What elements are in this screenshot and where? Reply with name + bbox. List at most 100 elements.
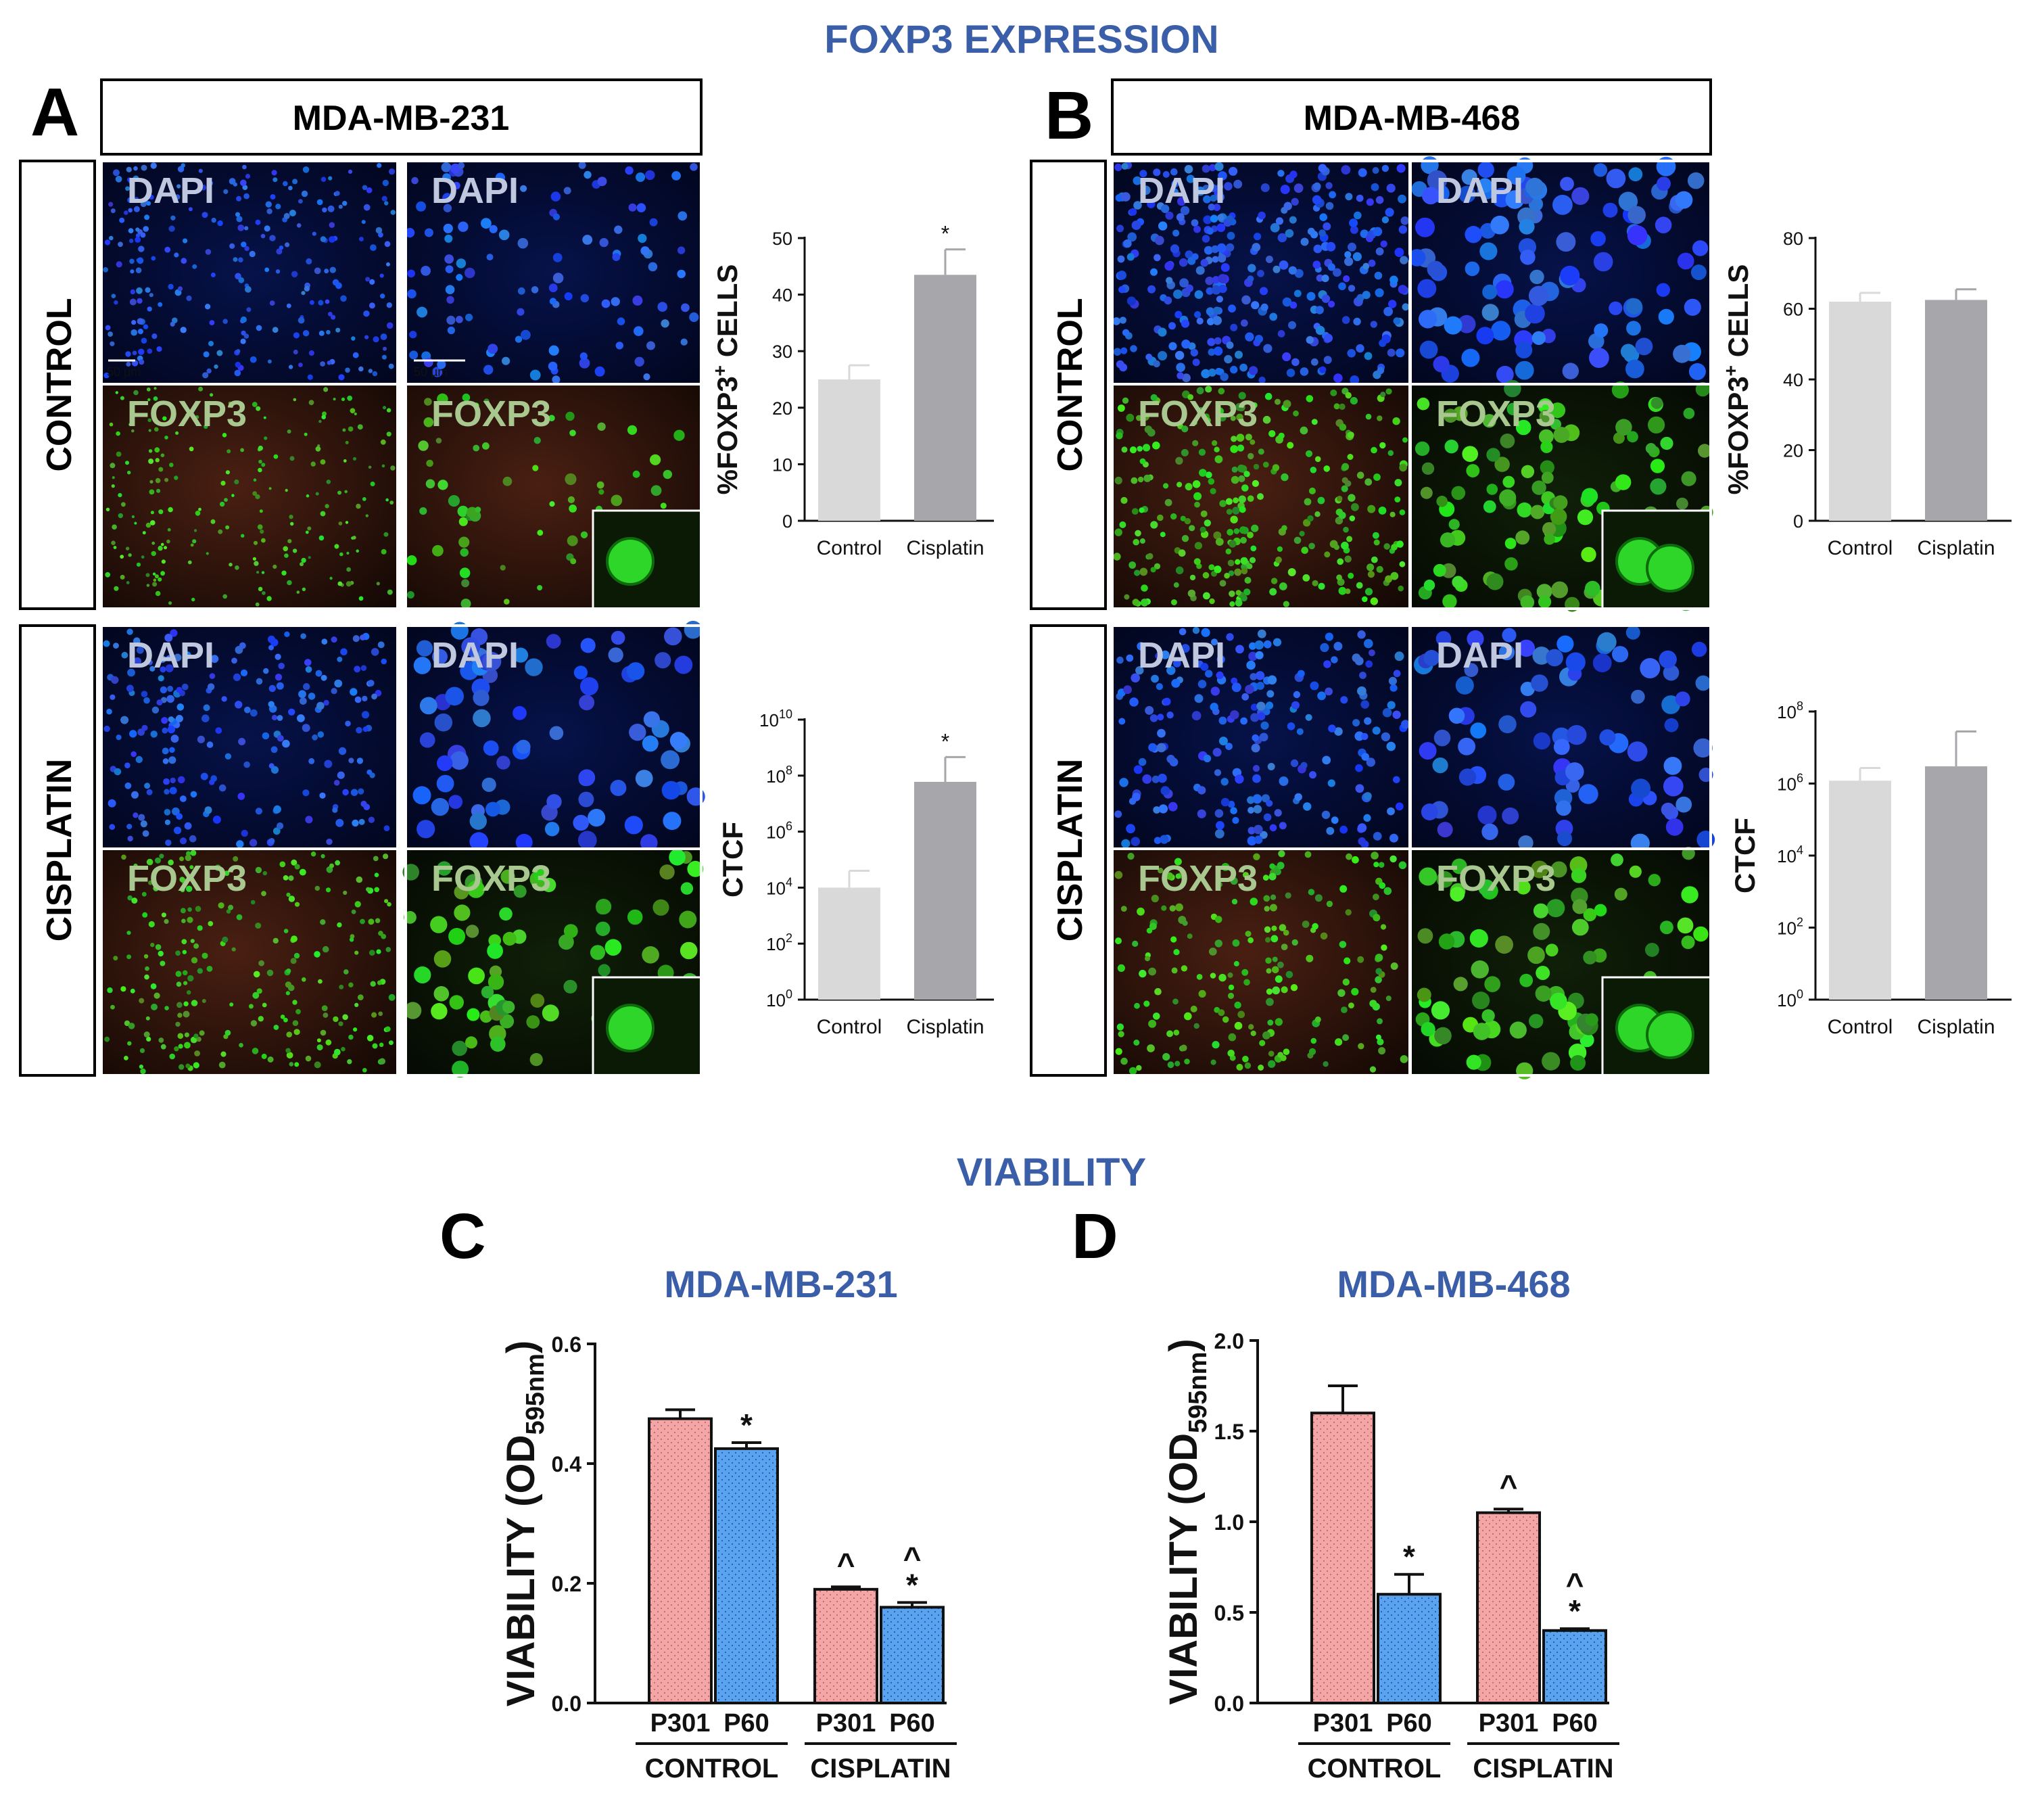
nucleus	[1451, 858, 1467, 875]
nucleus	[352, 635, 360, 643]
nucleus	[1290, 984, 1298, 992]
nucleus	[147, 418, 151, 423]
nucleus	[233, 856, 239, 862]
nucleus	[238, 738, 246, 745]
nucleus	[1230, 365, 1238, 374]
dapi-micrograph: DAPI	[1111, 160, 1411, 386]
nucleus	[1570, 1055, 1586, 1071]
nucleus	[1382, 707, 1392, 718]
nucleus	[288, 185, 293, 191]
nucleus	[1210, 488, 1216, 494]
nucleus	[1131, 477, 1138, 484]
nucleus	[155, 944, 162, 950]
nucleus	[242, 185, 248, 190]
nucleus	[1166, 1030, 1174, 1038]
nucleus	[380, 294, 385, 299]
nucleus	[669, 849, 686, 866]
nucleus	[261, 538, 266, 543]
nucleus	[141, 337, 147, 344]
nucleus	[368, 369, 373, 373]
nucleus	[262, 870, 267, 876]
nucleus	[406, 555, 417, 565]
svg-text:50 µm: 50 µm	[414, 365, 448, 379]
nucleus	[131, 320, 137, 325]
foxp3-micrograph: FOXP3	[1111, 847, 1411, 1077]
nucleus	[1162, 170, 1170, 178]
nucleus	[1149, 714, 1158, 722]
nucleus	[564, 292, 573, 301]
nucleus	[443, 204, 452, 212]
nucleus	[1375, 968, 1383, 975]
nucleus	[1527, 946, 1545, 964]
nucleus	[360, 918, 365, 925]
nucleus	[150, 511, 154, 515]
nucleus	[1148, 743, 1157, 752]
nucleus	[1307, 515, 1314, 522]
nucleus	[1174, 858, 1182, 866]
nucleus	[1201, 628, 1210, 637]
nucleus	[452, 1060, 469, 1078]
nucleus	[1461, 348, 1480, 367]
nucleus	[1520, 250, 1536, 265]
nucleus	[1220, 373, 1229, 381]
nucleus	[222, 594, 228, 599]
nucleus	[1252, 794, 1262, 804]
nucleus	[235, 361, 241, 368]
nucleus	[1270, 894, 1277, 900]
nucleus	[563, 979, 577, 994]
nucleus	[1214, 337, 1222, 345]
nucleus	[1272, 464, 1280, 471]
nucleus	[1378, 862, 1385, 868]
nucleus	[1228, 984, 1235, 991]
nucleus	[328, 176, 333, 181]
nucleus	[425, 479, 435, 489]
nucleus	[1455, 676, 1474, 695]
nucleus	[1318, 229, 1326, 237]
nucleus	[1192, 440, 1199, 446]
nucleus	[1282, 297, 1292, 307]
nucleus	[1266, 988, 1273, 995]
nucleus	[1170, 244, 1180, 254]
nucleus	[649, 218, 658, 227]
nucleus	[283, 929, 289, 933]
nucleus	[253, 478, 257, 482]
nucleus	[632, 470, 640, 478]
nucleus	[1135, 666, 1144, 675]
nucleus	[292, 549, 298, 553]
nucleus	[161, 717, 168, 724]
nucleus	[521, 329, 531, 340]
nucleus	[1243, 979, 1250, 986]
nucleus	[611, 297, 620, 306]
nucleus	[1327, 779, 1335, 787]
nucleus	[1419, 742, 1437, 760]
nucleus	[1203, 215, 1212, 225]
nucleus	[417, 820, 435, 839]
nucleus	[1415, 217, 1435, 237]
y-tick-label: 104	[1777, 843, 1803, 866]
nucleus	[164, 918, 169, 924]
nucleus	[1458, 185, 1476, 203]
nucleus	[1546, 649, 1563, 667]
nucleus	[193, 529, 197, 532]
nucleus	[1351, 987, 1359, 996]
nucleus	[1218, 388, 1225, 395]
nucleus	[1325, 182, 1333, 189]
nucleus	[129, 298, 137, 306]
nucleus	[636, 203, 646, 213]
nucleus	[1176, 363, 1185, 372]
nucleus	[324, 269, 329, 274]
nucleus	[1216, 821, 1225, 830]
nucleus	[449, 995, 464, 1010]
nucleus	[389, 500, 394, 505]
nucleus	[433, 986, 450, 1002]
nucleus	[318, 535, 325, 541]
nucleus	[1137, 642, 1145, 651]
nucleus	[1206, 287, 1214, 295]
nucleus	[1386, 183, 1396, 193]
nucleus	[404, 1002, 422, 1019]
nucleus	[103, 267, 109, 273]
nucleus	[243, 193, 249, 200]
nucleus	[111, 540, 116, 545]
nucleus	[645, 170, 655, 181]
nucleus	[655, 652, 671, 669]
